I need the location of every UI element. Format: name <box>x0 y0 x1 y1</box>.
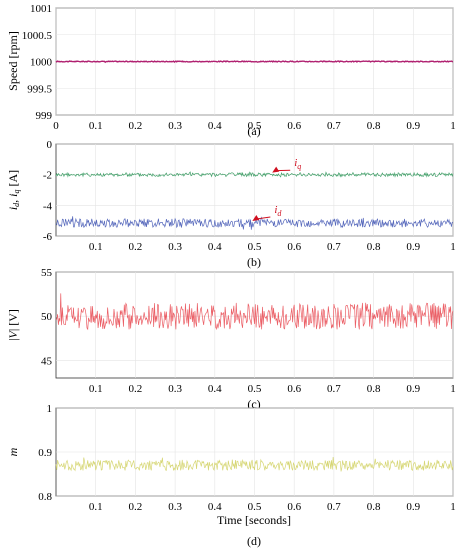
series-line <box>55 216 454 230</box>
xlabel-d: Time [seconds] <box>217 513 291 527</box>
x-tick-label: 1 <box>450 501 456 513</box>
panel-b: -6-4-20 0.1 0.2 0.3 0.4 0.5 0.6 0.7 0.8 0.9 1 iqi… <box>6 139 456 269</box>
x-tick-label: 0.8 <box>367 241 381 253</box>
x-tick-label: 0.1 <box>89 501 103 513</box>
x-tick-label: 0.7 <box>327 120 341 132</box>
annotation-label: iq <box>294 157 301 171</box>
x-tick-label: 0.8 <box>367 383 381 395</box>
yticks-a: 999 999.5 1000 1000.5 1001 <box>22 3 53 122</box>
series-line <box>55 60 454 64</box>
grid-d <box>56 407 454 497</box>
y-tick-label: 1000.5 <box>22 30 53 42</box>
x-tick-label: 0.2 <box>129 120 143 132</box>
x-tick-label: 0.9 <box>406 383 420 395</box>
grid-b <box>56 143 454 237</box>
x-tick-label: 0.3 <box>168 501 182 513</box>
panel-d: 0.8 0.9 1 0.1 0.2 0.3 0.4 0.5 0.6 0.7 0.8 0.9 1 m T… <box>6 403 456 548</box>
x-tick-label: 1 <box>450 383 456 395</box>
x-tick-label: 1 <box>450 241 456 253</box>
series-line <box>55 456 454 472</box>
y-tick-label: -6 <box>43 231 53 243</box>
x-tick-label: 0.5 <box>248 501 262 513</box>
y-tick-label: 999 <box>36 110 53 122</box>
y-tick-label: 0 <box>47 139 53 151</box>
ylabel-c: |V| [V] <box>6 309 20 341</box>
series-c <box>55 293 454 331</box>
x-tick-label: 0.4 <box>208 241 222 253</box>
y-tick-label: 50 <box>41 311 53 323</box>
xticks-c: 0.1 0.2 0.3 0.4 0.5 0.6 0.7 0.8 0.9 1 <box>89 383 456 395</box>
y-tick-label: 999.5 <box>27 83 52 95</box>
y-tick-label: 0.9 <box>38 447 52 459</box>
panel-c: 45 50 55 0.1 0.2 0.3 0.4 0.5 0.6 0.7 0.8 0.9 1 |V| … <box>6 267 456 411</box>
x-tick-label: 0.7 <box>327 241 341 253</box>
ylabel-b: id, iq [A] <box>6 170 21 210</box>
panel-label-a: (a) <box>247 124 260 138</box>
panel-label-b: (b) <box>247 255 261 269</box>
x-tick-label: 0.3 <box>168 383 182 395</box>
x-tick-label: 0.4 <box>208 120 222 132</box>
series-b <box>55 171 454 230</box>
x-tick-label: 1 <box>450 120 456 132</box>
panel-label-c: (c) <box>247 397 260 411</box>
y-tick-label: 0.8 <box>38 491 52 503</box>
series-line <box>55 293 454 331</box>
x-tick-label: 0.8 <box>367 501 381 513</box>
annotation-arrow <box>256 216 271 220</box>
grid-c <box>56 271 454 378</box>
x-tick-label: 0.6 <box>287 120 301 132</box>
x-tick-label: 0.4 <box>208 501 222 513</box>
x-tick-label: 0.9 <box>406 241 420 253</box>
x-tick-label: 0.4 <box>208 383 222 395</box>
x-tick-label: 0.5 <box>248 383 262 395</box>
xticks-a: 0 0.1 0.2 0.3 0.4 0.5 0.6 0.7 0.8 0.9 1 <box>53 120 456 132</box>
y-tick-label: 45 <box>41 355 53 367</box>
x-tick-label: 0.2 <box>129 241 143 253</box>
xticks-b: 0.1 0.2 0.3 0.4 0.5 0.6 0.7 0.8 0.9 1 <box>89 241 456 253</box>
x-tick-label: 0.6 <box>287 383 301 395</box>
x-tick-label: 0.1 <box>89 383 103 395</box>
x-tick-label: 0.5 <box>248 120 262 132</box>
y-tick-label: 1001 <box>30 3 52 15</box>
annotations-b: iq id <box>252 157 301 221</box>
ylabel-d: m <box>6 447 20 456</box>
x-tick-label: 0.6 <box>287 501 301 513</box>
yticks-d: 0.8 0.9 1 <box>38 403 52 503</box>
ylabel-a: Speed [rpm] <box>6 31 20 91</box>
x-tick-label: 0.2 <box>129 501 143 513</box>
x-tick-label: 0.3 <box>168 120 182 132</box>
panel-label-d: (d) <box>247 534 261 548</box>
x-tick-label: 0.1 <box>89 241 103 253</box>
y-tick-label: -2 <box>43 170 52 182</box>
y-tick-label: 55 <box>41 267 53 279</box>
annotation-label: id <box>274 204 282 218</box>
y-tick-label: 1 <box>47 403 53 415</box>
x-tick-label: 0.5 <box>248 241 262 253</box>
x-tick-label: 0.7 <box>327 501 341 513</box>
x-tick-label: 0.3 <box>168 241 182 253</box>
x-tick-label: 0.6 <box>287 241 301 253</box>
x-tick-label: 0.9 <box>406 120 420 132</box>
series-d <box>55 456 454 472</box>
annotation-arrowhead <box>272 166 280 173</box>
x-tick-label: 0.9 <box>406 501 420 513</box>
yticks-b: -6 -4 -2 0 <box>43 139 53 243</box>
x-tick-label: 0.8 <box>367 120 381 132</box>
x-tick-label: 0 <box>53 120 59 132</box>
x-tick-label: 0.2 <box>129 383 143 395</box>
y-tick-label: -4 <box>43 200 53 212</box>
x-tick-label: 0.7 <box>327 383 341 395</box>
yticks-c: 45 50 55 <box>41 267 53 367</box>
series-line <box>55 171 454 178</box>
annotation-arrowhead <box>252 214 260 221</box>
xticks-d: 0.1 0.2 0.3 0.4 0.5 0.6 0.7 0.8 0.9 1 <box>89 501 456 513</box>
y-tick-label: 1000 <box>30 57 53 69</box>
series-a <box>55 60 454 64</box>
x-tick-label: 0.1 <box>89 120 103 132</box>
